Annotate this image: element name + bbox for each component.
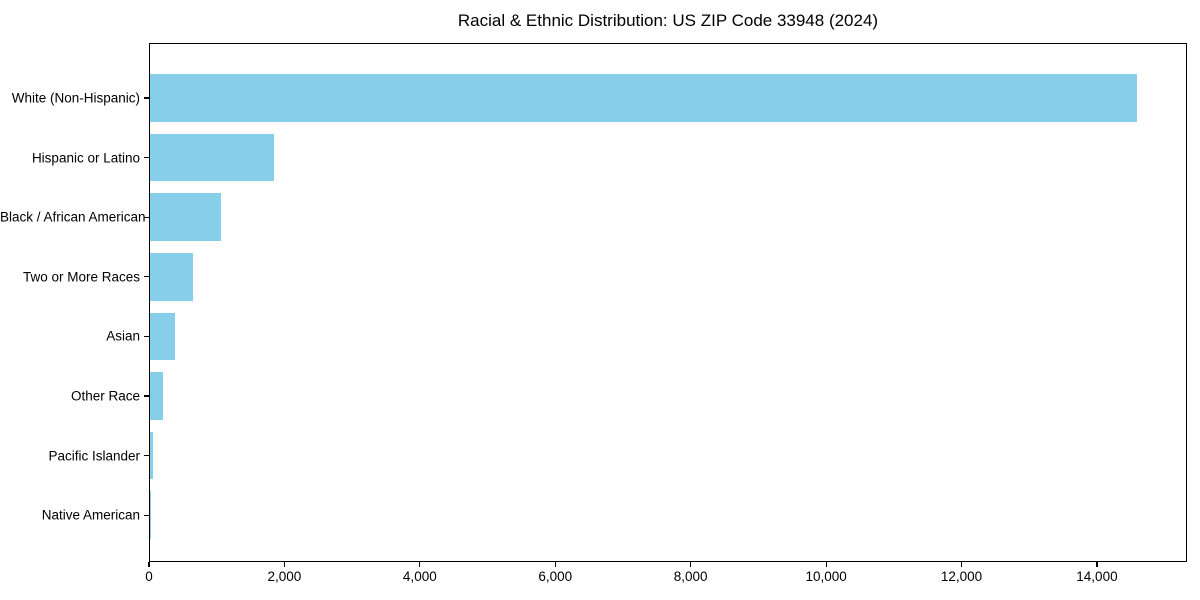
y-tick-native-american bbox=[144, 514, 149, 516]
y-axis-label-black-african-american: Black / African American bbox=[0, 209, 146, 225]
x-tick-4000 bbox=[419, 562, 421, 567]
y-tick-white-non-hispanic bbox=[144, 97, 149, 99]
plot-area bbox=[149, 43, 1187, 562]
y-axis-label-hispanic-or-latino: Hispanic or Latino bbox=[31, 150, 140, 166]
y-axis-label-white-non-hispanic: White (Non-Hispanic) bbox=[11, 90, 140, 106]
y-axis-label-two-or-more-races: Two or More Races bbox=[22, 269, 140, 285]
bar-black-african-american bbox=[150, 193, 222, 242]
bar-other-race bbox=[150, 372, 163, 420]
x-tick-8000 bbox=[690, 562, 692, 567]
y-tick-hispanic-or-latino bbox=[144, 157, 149, 159]
x-tick-label-0: 0 bbox=[145, 569, 153, 584]
y-axis-label-native-american: Native American bbox=[41, 507, 140, 523]
bar-asian bbox=[150, 312, 176, 361]
x-tick-label-6000: 6,000 bbox=[538, 569, 573, 584]
bar-white-non-hispanic bbox=[150, 74, 1138, 122]
x-tick-6000 bbox=[554, 562, 556, 567]
y-tick-two-or-more-races bbox=[144, 276, 149, 278]
y-axis-label-other-race: Other Race bbox=[70, 388, 140, 404]
bar-pacific-islander bbox=[150, 431, 154, 480]
y-axis-label-pacific-islander: Pacific Islander bbox=[48, 448, 140, 464]
x-tick-2000 bbox=[283, 562, 285, 567]
x-tick-label-8000: 8,000 bbox=[673, 569, 708, 584]
x-tick-14000 bbox=[1096, 562, 1098, 567]
y-tick-black-african-american bbox=[144, 216, 149, 218]
chart-title: Racial & Ethnic Distribution: US ZIP Cod… bbox=[457, 11, 879, 30]
x-tick-label-10000: 10,000 bbox=[805, 569, 847, 584]
y-tick-asian bbox=[144, 335, 149, 337]
x-tick-label-14000: 14,000 bbox=[1076, 569, 1118, 584]
x-tick-0 bbox=[148, 562, 150, 567]
y-tick-pacific-islander bbox=[144, 455, 149, 457]
y-axis-label-asian: Asian bbox=[106, 328, 140, 344]
bar-native-american bbox=[150, 491, 151, 540]
x-tick-12000 bbox=[960, 562, 963, 567]
x-tick-10000 bbox=[825, 562, 827, 567]
bar-hispanic-or-latino bbox=[150, 133, 275, 182]
bar-two-or-more-races bbox=[150, 252, 194, 301]
x-tick-label-2000: 2,000 bbox=[267, 569, 302, 584]
x-tick-label-4000: 4,000 bbox=[402, 569, 437, 584]
y-tick-other-race bbox=[144, 395, 149, 397]
x-tick-label-12000: 12,000 bbox=[940, 569, 983, 584]
